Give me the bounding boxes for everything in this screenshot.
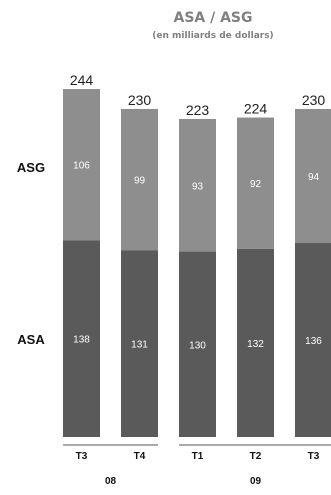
total-label-4: 230 [302,92,326,108]
total-label-2: 223 [186,102,210,118]
labels-group: 138 106 244 T3 131 99 230 T4 130 93 223 T1 132 92 224 T… [63,72,331,487]
row-label-asa: ASA [17,332,45,347]
category-label-3: T2 [250,451,262,462]
total-label-3: 224 [244,101,268,117]
row-label-asg: ASG [17,160,45,175]
value-label-asg-1: 99 [134,176,146,187]
value-label-asg-4: 94 [308,172,320,183]
value-label-asa-3: 132 [247,339,264,350]
bar-asg-0 [63,89,100,241]
bar-asa-0 [63,240,100,437]
bar-asa-3 [237,248,274,437]
category-label-0: T3 [76,451,88,462]
value-label-asg-0: 106 [73,161,90,172]
total-label-0: 244 [70,72,94,88]
value-label-asg-3: 92 [250,179,262,190]
category-label-2: T1 [192,451,204,462]
year-label-0: 08 [105,476,117,487]
bar-asa-1 [121,250,158,437]
value-label-asg-2: 93 [192,181,204,192]
chart-title: ASA / ASG [173,10,252,26]
bar-asg-4 [295,108,331,244]
value-label-asa-0: 138 [73,335,90,346]
year-label-1: 09 [250,476,262,487]
value-label-asa-1: 131 [131,340,148,351]
value-label-asa-4: 136 [305,336,322,347]
bar-asg-3 [237,117,274,249]
category-label-1: T4 [134,451,146,462]
bar-asa-4 [295,243,331,437]
total-label-1: 230 [128,92,152,108]
value-label-asa-2: 130 [189,340,206,351]
chart-subtitle: (en milliards de dollars) [152,31,273,41]
category-label-4: T3 [308,451,320,462]
bar-asg-2 [179,118,216,252]
bars-group [63,89,331,437]
bar-asg-1 [121,108,158,251]
bar-asa-2 [179,251,216,437]
